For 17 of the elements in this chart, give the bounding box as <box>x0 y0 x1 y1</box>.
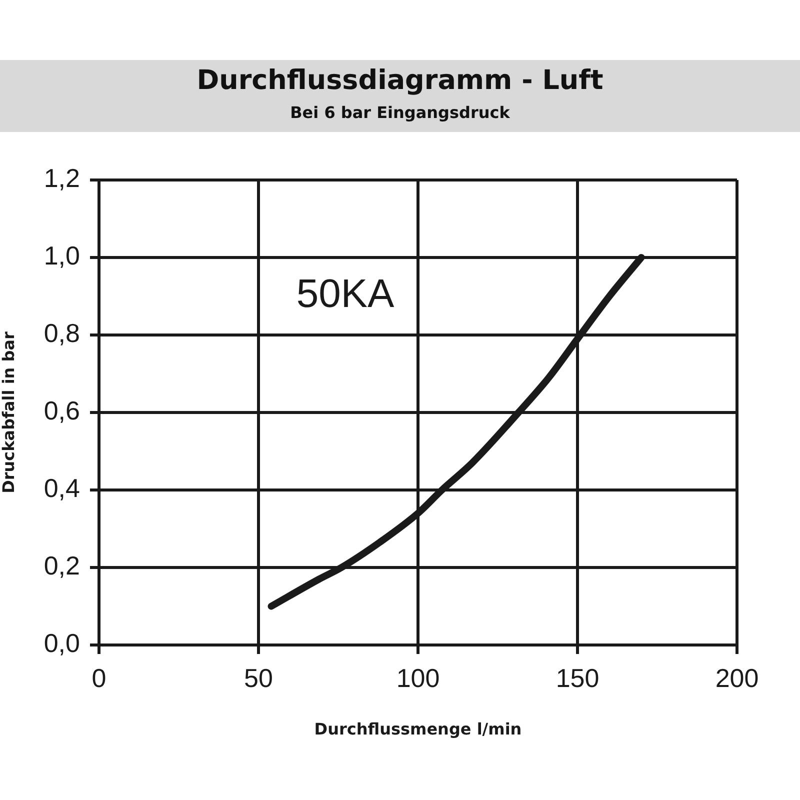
y-tick-label: 1,0 <box>44 240 80 271</box>
chart-subtitle: Bei 6 bar Eingangsdruck <box>289 102 511 124</box>
x-tick-label: 0 <box>92 662 106 693</box>
y-tick-label: 0,0 <box>44 628 80 658</box>
x-tick-label: 100 <box>396 662 440 693</box>
y-axis-title: Druckabfall in bar <box>0 331 18 494</box>
y-tick-label: 0,2 <box>44 550 80 581</box>
y-tick-label: 0,4 <box>44 473 80 504</box>
y-tick-label: 0,8 <box>44 318 80 348</box>
y-tick-label: 0,6 <box>44 396 80 426</box>
x-tick-label: 50 <box>244 662 273 693</box>
text: 50KA <box>296 272 395 316</box>
y-tick-label: 1,2 <box>44 163 80 194</box>
chart-title: Durchflussdiagramm - Luft <box>196 64 604 98</box>
x-tick-label: 150 <box>556 662 600 693</box>
x-tick-label: 200 <box>715 662 759 693</box>
x-axis-title: Durchflussmenge l/min <box>314 720 522 739</box>
